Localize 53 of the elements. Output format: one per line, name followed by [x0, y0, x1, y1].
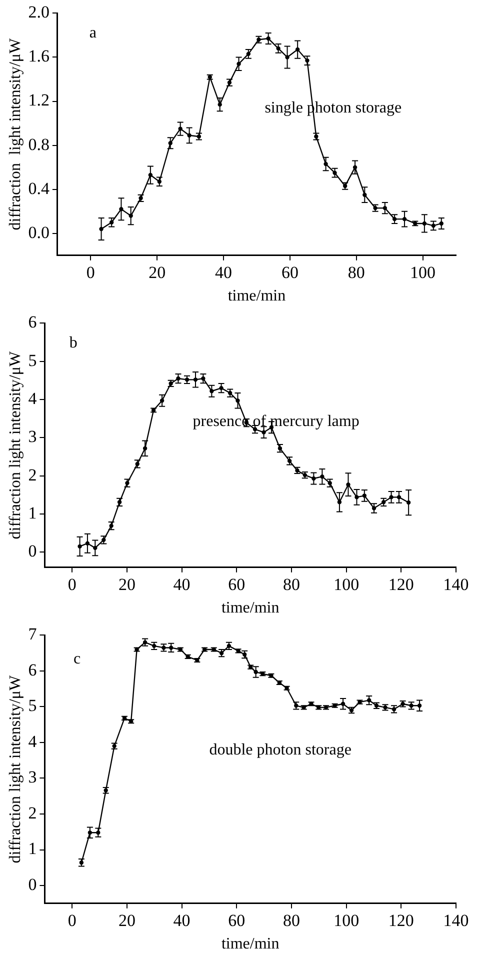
- y-tick-label: 2: [28, 803, 37, 822]
- x-tick-label: 0: [68, 911, 76, 930]
- y-tick-label: 5: [28, 350, 37, 370]
- x-tick-label: 40: [173, 575, 190, 594]
- y-tick-label: 3: [28, 427, 37, 446]
- y-tick-label: 2.0: [28, 2, 50, 22]
- y-tick-label: 1.6: [28, 46, 50, 66]
- y-tick-label: 0.8: [28, 134, 50, 154]
- y-tick-label: 3: [28, 768, 37, 787]
- y-tick-label: 7: [28, 624, 38, 644]
- annotation: double photon storage: [209, 742, 352, 759]
- y-tick-label: 0.0: [28, 222, 50, 242]
- y-tick-label: 1: [28, 839, 37, 858]
- x-tick-label: 140: [443, 575, 469, 594]
- x-tick-label: 0: [68, 575, 76, 594]
- y-axis-title: diffraction light intensity/μW: [6, 38, 24, 230]
- x-tick-label: 40: [173, 911, 190, 930]
- x-tick-label: 40: [215, 263, 232, 282]
- annotation: a: [89, 24, 96, 42]
- x-tick-label: 120: [388, 911, 414, 930]
- y-tick-label: 0.4: [28, 178, 50, 198]
- x-axis-title: time/min: [221, 600, 280, 617]
- y-tick-label: 5: [28, 696, 37, 716]
- x-axis-title: time/min: [221, 936, 280, 953]
- x-tick-label: 20: [118, 911, 136, 930]
- x-tick-label: 100: [334, 911, 360, 930]
- x-tick-label: 60: [281, 263, 298, 282]
- x-tick-label: 60: [228, 575, 246, 594]
- y-tick-label: 1.2: [28, 90, 50, 110]
- x-tick-label: 20: [148, 263, 166, 282]
- x-tick-label: 80: [282, 911, 300, 930]
- x-tick-label: 80: [348, 263, 365, 282]
- y-axis-title: diffraction light intensity/μW: [6, 350, 24, 540]
- x-tick-label: 100: [410, 263, 436, 282]
- x-tick-label: 100: [334, 575, 360, 594]
- y-tick-label: 1: [28, 503, 37, 522]
- y-axis-title: diffraction light intensity/μW: [6, 674, 24, 864]
- y-tick-label: 2: [28, 465, 37, 484]
- x-tick-label: 120: [388, 575, 414, 594]
- x-tick-label: 140: [443, 911, 469, 930]
- y-tick-label: 4: [28, 732, 38, 751]
- y-tick-label: 0: [28, 874, 37, 894]
- y-tick-label: 6: [28, 660, 37, 680]
- y-tick-label: 6: [28, 312, 37, 332]
- x-tick-label: 20: [118, 575, 136, 594]
- x-axis-title: time/min: [228, 288, 286, 305]
- y-tick-label: 0: [28, 542, 37, 561]
- x-tick-label: 0: [86, 263, 95, 282]
- annotation: b: [69, 334, 78, 352]
- x-tick-label: 80: [282, 575, 300, 594]
- x-tick-label: 60: [228, 911, 246, 930]
- y-tick-label: 4: [28, 388, 38, 408]
- annotation: c: [73, 650, 81, 668]
